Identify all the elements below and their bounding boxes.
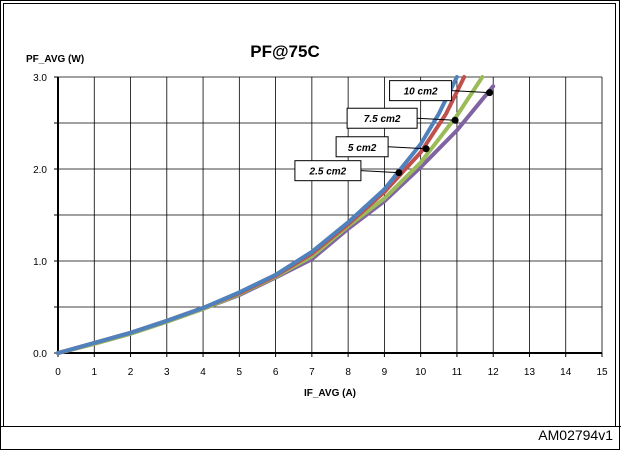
annotation-leader: [451, 90, 490, 94]
annotation-dot: [451, 116, 459, 124]
series-lines: [56, 75, 496, 355]
annotation-dot: [486, 89, 494, 97]
x-tick-label: 6: [273, 367, 279, 378]
x-axis-label: IF_AVG (A): [304, 388, 356, 399]
annotations: 10 cm2 7.5 cm2 5 cm2 2.5 cm2: [294, 80, 494, 182]
x-tick-label: 11: [452, 367, 463, 378]
annotation-dot: [422, 145, 430, 153]
series-line: [56, 75, 459, 355]
annotation-label: 2.5 cm2: [309, 167, 347, 178]
x-tick-label: 1: [91, 367, 97, 378]
x-tick-label: 8: [345, 367, 351, 378]
y-tick-label: 0.0: [33, 349, 47, 360]
x-tick-label: 4: [200, 367, 206, 378]
annotation-box: [335, 136, 389, 158]
y-tick-label: 1.0: [33, 257, 47, 268]
y-tick-label: 2.0: [33, 165, 47, 176]
annotation-label: 5 cm2: [348, 143, 377, 154]
x-tick-label: 10: [415, 367, 427, 378]
x-tick-label: 12: [488, 367, 500, 378]
annotation-label: 7.5 cm2: [364, 114, 401, 125]
annotation-leader: [417, 117, 456, 121]
chart-title: PF@75C: [250, 42, 320, 61]
annotation-box: [346, 107, 418, 129]
annotation-leader: [360, 170, 399, 174]
annotation-dot: [395, 169, 403, 177]
reference-id: AM02794v1: [538, 427, 613, 443]
annotation-label: 10 cm2: [404, 87, 438, 98]
annotation-box: [294, 160, 362, 182]
x-tick-label: 9: [382, 367, 388, 378]
annotation-box: [389, 80, 453, 102]
x-tick-label: 7: [309, 367, 315, 378]
y-tick-label: 3.0: [33, 73, 47, 84]
x-tick-label: 15: [596, 367, 608, 378]
x-tick-label: 5: [237, 367, 243, 378]
tick-labels: 0 1 2 3 4 5 6 7 8 9 10 11 12 13 14 150.01.02.03.0: [33, 73, 608, 378]
x-tick-label: 14: [560, 367, 572, 378]
x-tick-label: 2: [128, 367, 134, 378]
annotation-leader: [388, 146, 427, 150]
y-axis-label: PF_AVG (W): [26, 54, 84, 65]
x-tick-label: 0: [55, 367, 61, 378]
x-tick-label: 3: [164, 367, 170, 378]
x-tick-label: 13: [524, 367, 536, 378]
